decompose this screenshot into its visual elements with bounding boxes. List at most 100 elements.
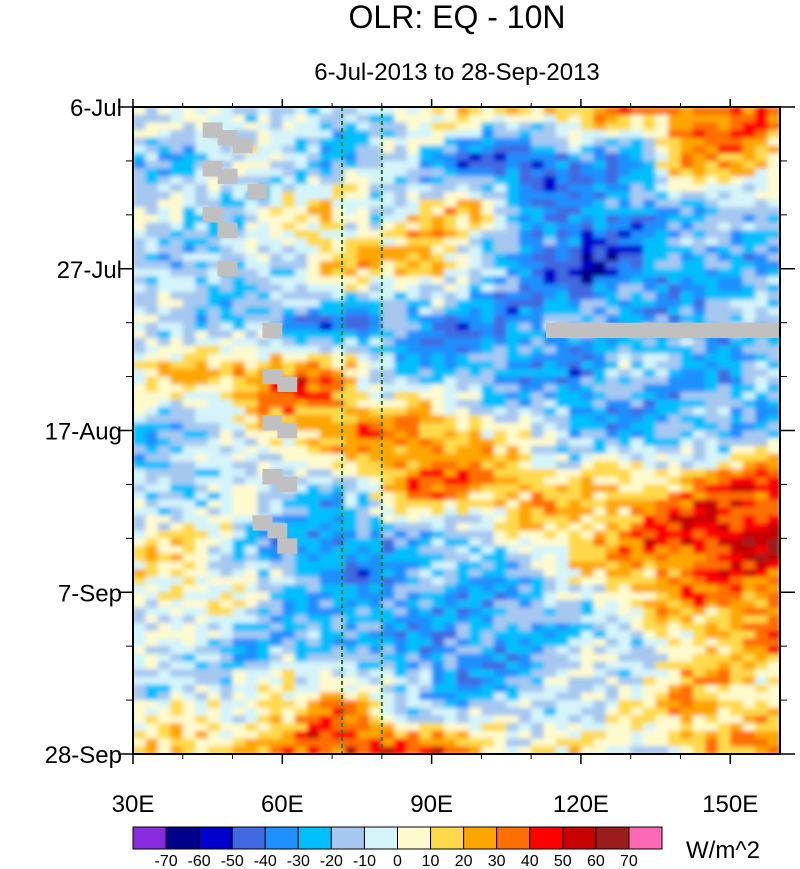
- olr-cell: [630, 237, 644, 247]
- olr-cell: [531, 538, 545, 547]
- olr-cell: [580, 646, 594, 655]
- olr-cell: [170, 361, 184, 370]
- olr-cell: [655, 184, 669, 193]
- olr-cell: [182, 653, 196, 663]
- olr-cell: [381, 176, 395, 185]
- olr-cell: [618, 561, 632, 570]
- olr-cell: [294, 430, 308, 439]
- olr-cell: [195, 222, 209, 231]
- olr-cell: [195, 230, 209, 239]
- olr-cell: [630, 453, 644, 462]
- olr-cell: [157, 461, 171, 470]
- olr-cell: [493, 137, 507, 147]
- olr-cell: [282, 214, 296, 224]
- olr-cell: [543, 122, 557, 131]
- olr-cell: [157, 530, 171, 539]
- olr-cell: [182, 438, 196, 447]
- olr-cell: [468, 707, 482, 717]
- olr-cell: [207, 515, 221, 524]
- olr-cell: [692, 576, 706, 586]
- olr-cell: [755, 584, 769, 593]
- olr-cell: [506, 569, 520, 578]
- olr-cell: [244, 738, 259, 747]
- olr-cell: [630, 184, 644, 193]
- olr-cell: [294, 191, 308, 201]
- olr-cell: [344, 676, 358, 686]
- olr-cell: [705, 145, 719, 154]
- olr-cell: [767, 661, 780, 670]
- olr-cell: [232, 199, 246, 208]
- olr-cell: [605, 561, 619, 570]
- olr-cell: [692, 676, 706, 686]
- olr-cell: [605, 368, 619, 378]
- olr-cell: [381, 330, 395, 339]
- olr-cell: [207, 615, 221, 624]
- olr-cell: [133, 307, 147, 316]
- olr-cell: [668, 314, 682, 324]
- olr-cell: [730, 707, 744, 717]
- olr-cell: [319, 576, 333, 586]
- olr-cell: [543, 261, 557, 270]
- olr-cell: [307, 284, 321, 293]
- olr-cell: [730, 107, 744, 116]
- olr-cell: [207, 707, 221, 717]
- olr-cell: [170, 653, 184, 663]
- olr-cell: [493, 592, 507, 601]
- olr-cell: [319, 199, 333, 208]
- olr-cell: [605, 430, 619, 439]
- olr-cell: [518, 237, 532, 247]
- olr-cell: [493, 669, 507, 678]
- olr-cell: [195, 730, 209, 740]
- olr-cell: [481, 707, 495, 717]
- olr-cell: [356, 661, 370, 670]
- olr-cell: [332, 669, 346, 678]
- olr-cell: [332, 692, 346, 701]
- olr-cell: [481, 361, 495, 370]
- olr-cell: [406, 553, 420, 563]
- olr-cell: [344, 430, 358, 439]
- olr-cell: [742, 345, 756, 355]
- olr-cell: [543, 430, 557, 439]
- olr-cell: [493, 222, 507, 231]
- olr-cell: [568, 630, 582, 640]
- olr-cell: [668, 723, 682, 732]
- olr-cell: [332, 638, 346, 647]
- olr-cell: [170, 330, 184, 339]
- olr-cell: [170, 569, 184, 578]
- olr-cell: [568, 284, 582, 293]
- olr-cell: [580, 230, 594, 239]
- olr-cell: [692, 130, 706, 139]
- olr-cell: [568, 291, 582, 301]
- olr-cell: [244, 623, 259, 632]
- olr-cell: [531, 730, 545, 740]
- olr-cell: [668, 669, 682, 678]
- olr-cell: [605, 538, 619, 547]
- olr-cell: [145, 391, 159, 401]
- olr-cell: [133, 415, 147, 424]
- olr-cell: [220, 207, 234, 216]
- olr-cell: [742, 145, 756, 154]
- olr-cell: [506, 160, 520, 170]
- olr-cell: [518, 530, 532, 539]
- olr-cell: [170, 469, 184, 478]
- olr-cell: [332, 122, 346, 131]
- olr-cell: [319, 160, 333, 170]
- olr-cell: [319, 361, 333, 370]
- olr-cell: [394, 361, 408, 370]
- olr-cell: [705, 407, 719, 416]
- olr-cell: [406, 669, 420, 678]
- olr-cell: [444, 730, 458, 740]
- olr-cell: [556, 638, 570, 647]
- olr-cell: [207, 669, 221, 678]
- olr-cell: [593, 723, 607, 732]
- olr-cell: [668, 122, 682, 131]
- olr-cell: [294, 160, 308, 170]
- olr-cell: [630, 707, 644, 717]
- olr-cell: [531, 338, 545, 347]
- olr-cell: [456, 499, 470, 509]
- olr-cell: [481, 615, 495, 624]
- olr-cell: [456, 661, 470, 670]
- olr-cell: [518, 692, 532, 701]
- olr-cell: [643, 615, 657, 624]
- olr-cell: [506, 153, 520, 162]
